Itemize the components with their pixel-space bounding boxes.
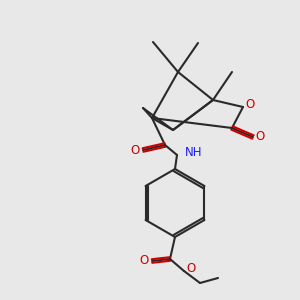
Text: O: O [245,98,255,112]
Text: O: O [255,130,265,143]
Text: O: O [140,254,148,268]
Text: O: O [186,262,196,275]
Text: O: O [130,143,140,157]
Text: NH: NH [185,146,202,158]
